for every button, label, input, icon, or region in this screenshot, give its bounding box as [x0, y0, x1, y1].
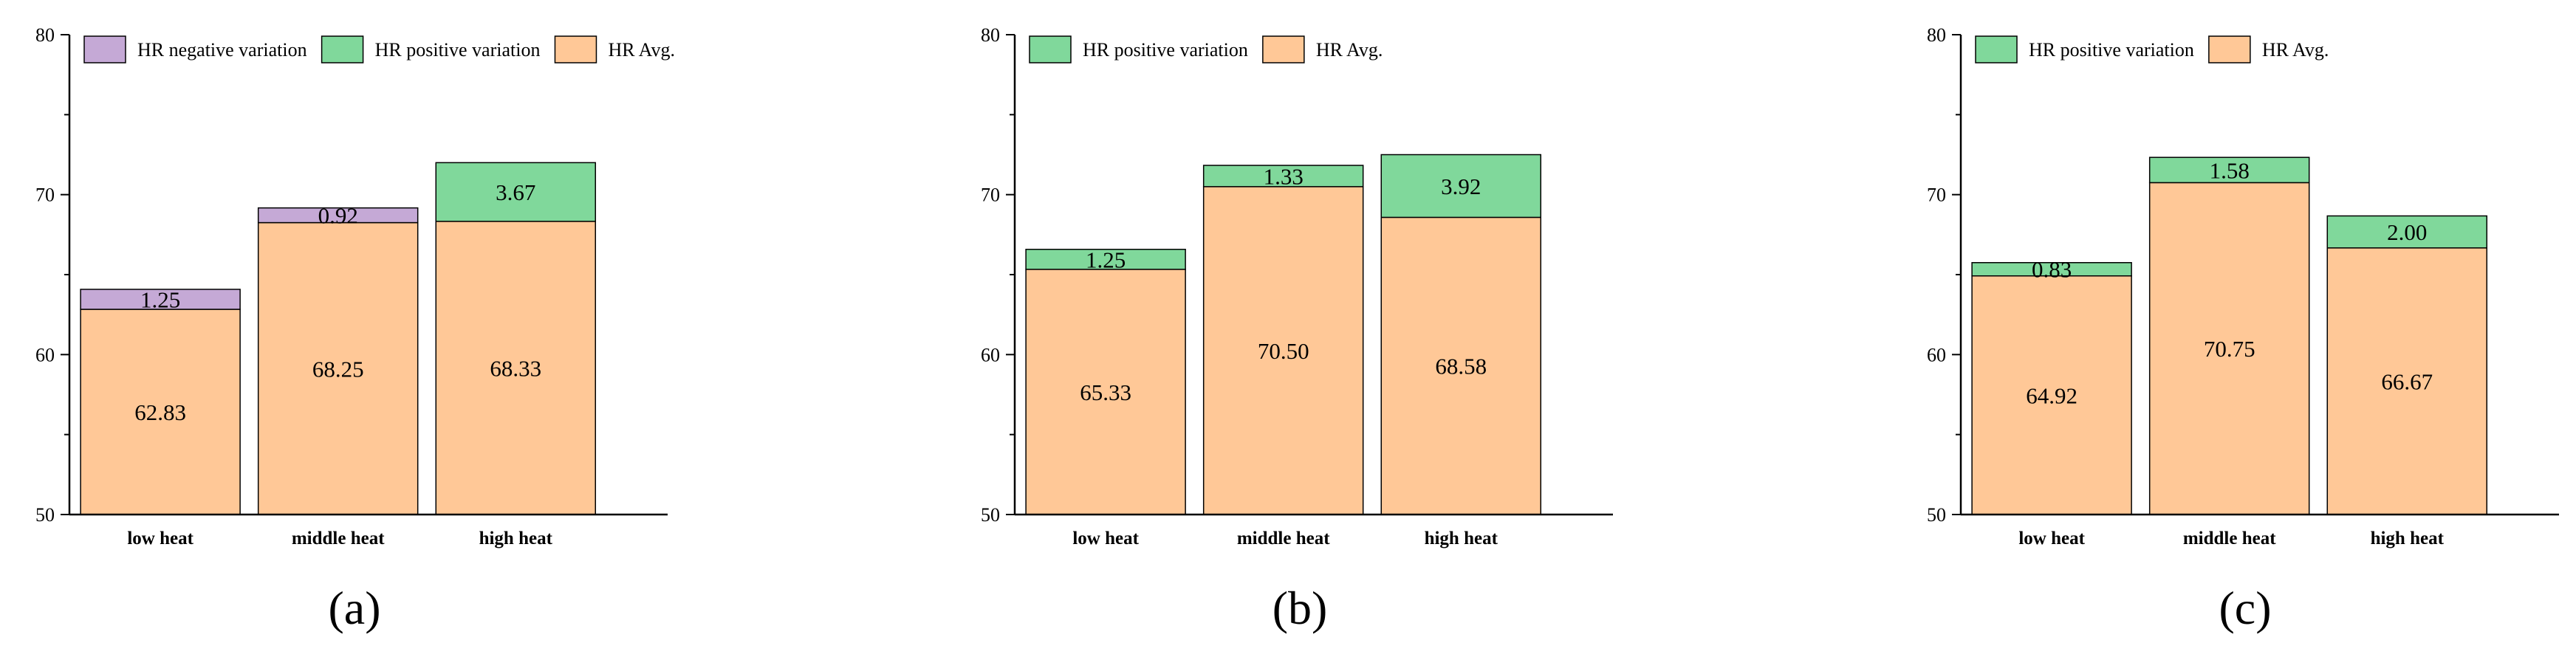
bar-positive-value-label: 0.83 — [2032, 257, 2072, 283]
legend-swatch-negative — [83, 35, 126, 63]
legend-swatch-positive — [1975, 35, 2018, 63]
legend-swatch-avg — [1262, 35, 1305, 63]
legend-label-avg: HR Avg. — [2262, 39, 2329, 61]
chart-panel-b: 65.33 1.25 low heat 70.50 1.33 middle heat 68.… — [981, 24, 1613, 634]
y-tick-label: 50 — [1927, 504, 1946, 526]
bar-positive-value-label: 2.00 — [2387, 219, 2427, 245]
bar-avg-middle-heat — [1202, 186, 1364, 515]
bar-positive-low-heat — [1971, 262, 2132, 277]
panel-label: (a) — [328, 582, 380, 634]
bar-positive-low-heat — [1025, 249, 1186, 270]
x-tick-label: low heat — [1072, 529, 1139, 548]
bar-avg-value-label: 70.50 — [1258, 338, 1309, 364]
y-tick-label: 50 — [981, 504, 1000, 526]
bar-avg-value-label: 66.67 — [2381, 368, 2433, 394]
bar-negative-middle-heat — [257, 207, 419, 224]
legend-swatch-positive — [1029, 35, 1072, 63]
bar-avg-high-heat — [435, 221, 597, 515]
panel-label: (c) — [2219, 582, 2271, 634]
bar-positive-high-heat — [1380, 154, 1542, 219]
legend-label-avg: HR Avg. — [608, 39, 675, 61]
legend-label-negative: HR negative variation — [137, 39, 307, 61]
bar-avg-value-label: 65.33 — [1080, 379, 1131, 405]
y-tick-label: 70 — [981, 185, 1000, 206]
x-tick-label: middle heat — [1237, 529, 1330, 548]
bar-positive-high-heat — [435, 162, 597, 222]
panel-label: (b) — [1272, 582, 1328, 634]
bar-avg-value-label: 68.58 — [1435, 354, 1487, 379]
legend-label-avg: HR Avg. — [1316, 39, 1383, 61]
bar-positive-high-heat — [2326, 215, 2488, 249]
y-tick-label: 60 — [35, 344, 55, 365]
legend-swatch-positive — [321, 35, 364, 63]
bar-positive-value-label: 1.33 — [1264, 163, 1304, 189]
y-tick-label: 70 — [35, 185, 55, 206]
x-tick-label: low heat — [127, 529, 193, 548]
bar-avg-value-label: 68.25 — [312, 356, 364, 382]
y-tick-label: 70 — [1927, 185, 1946, 206]
bar-avg-value-label: 62.83 — [134, 399, 186, 425]
y-tick-label: 80 — [35, 24, 55, 46]
legend-label-positive: HR positive variation — [375, 39, 541, 61]
chart-panel-c: 64.92 0.83 low heat 70.75 1.58 middle heat 66.… — [1927, 24, 2559, 634]
y-tick-label: 50 — [35, 504, 55, 526]
y-tick-label: 80 — [1927, 24, 1946, 46]
bar-avg-high-heat — [2326, 247, 2488, 515]
bar-avg-value-label: 68.33 — [490, 355, 541, 381]
chart-panel-a: 62.83 1.25 low heat 68.25 0.92 middle heat 68.… — [35, 24, 675, 634]
bar-positive-value-label: 1.58 — [2210, 157, 2250, 183]
legend-swatch-avg — [2208, 35, 2251, 63]
bar-positive-value-label: 1.25 — [1086, 247, 1126, 272]
x-tick-label: low heat — [2018, 529, 2085, 548]
bar-positive-value-label: 3.67 — [496, 179, 535, 205]
bar-avg-low-heat — [1971, 275, 2132, 515]
bar-positive-middle-heat — [1202, 165, 1364, 188]
legend-swatch-avg — [554, 35, 597, 63]
bar-avg-high-heat — [1380, 216, 1542, 515]
bar-avg-value-label: 70.75 — [2204, 336, 2255, 362]
legend-label-positive: HR positive variation — [1083, 39, 1248, 61]
x-tick-label: high heat — [2371, 529, 2445, 548]
x-tick-label: middle heat — [292, 529, 385, 548]
y-tick-label: 80 — [981, 24, 1000, 46]
y-tick-label: 60 — [1927, 344, 1946, 365]
y-tick-label: 60 — [981, 344, 1000, 365]
bar-avg-value-label: 64.92 — [2026, 382, 2077, 408]
x-tick-label: high heat — [1425, 529, 1498, 548]
x-tick-label: high heat — [479, 529, 553, 548]
legend-label-positive: HR positive variation — [2029, 39, 2194, 61]
bar-negative-value-label: 1.25 — [140, 286, 180, 312]
bar-negative-low-heat — [80, 289, 241, 310]
bar-avg-middle-heat — [2148, 182, 2310, 515]
bar-positive-middle-heat — [2148, 156, 2310, 184]
x-tick-label: middle heat — [2183, 529, 2276, 548]
bar-negative-value-label: 0.92 — [318, 203, 358, 229]
bar-positive-value-label: 3.92 — [1441, 173, 1481, 199]
bar-avg-low-heat — [80, 309, 241, 515]
